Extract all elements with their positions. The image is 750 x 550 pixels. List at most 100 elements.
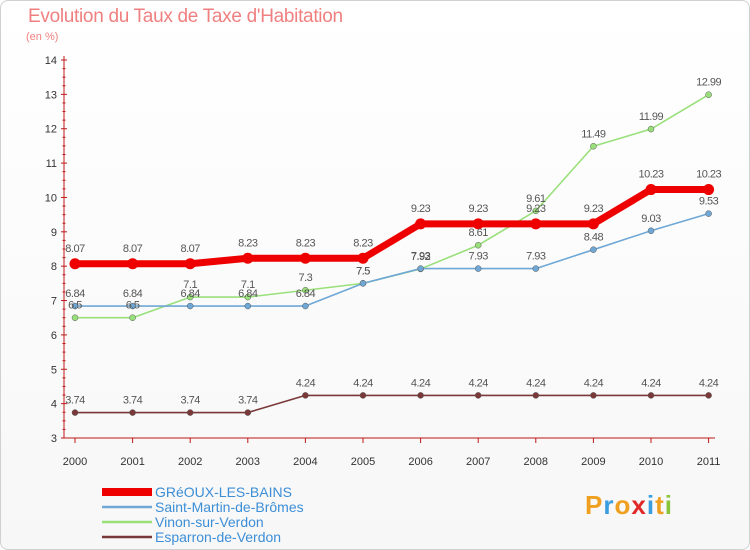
data-point-3 bbox=[71, 409, 79, 416]
data-point-2 bbox=[186, 293, 194, 301]
data-label-3: 3.74 bbox=[180, 395, 200, 407]
chart-unit-label: (en %) bbox=[26, 31, 59, 43]
data-label-1: 6.84 bbox=[123, 288, 143, 300]
data-label-0: 9.23 bbox=[526, 203, 546, 215]
legend-label-3: Esparron-de-Verdon bbox=[155, 529, 281, 545]
data-label-1: 6.84 bbox=[296, 288, 316, 300]
y-tick-label: 14 bbox=[45, 55, 57, 67]
x-tick-label: 2008 bbox=[524, 456, 548, 468]
legend-label-2: Vinon-sur-Verdon bbox=[155, 514, 264, 530]
data-label-3: 3.74 bbox=[123, 395, 143, 407]
series-line-3 bbox=[74, 394, 710, 414]
x-tick-label: 2003 bbox=[236, 456, 260, 468]
data-label-0: 8.23 bbox=[238, 237, 258, 249]
data-label-2: 11.99 bbox=[639, 111, 664, 123]
data-label-0: 8.23 bbox=[296, 237, 316, 249]
data-point-2 bbox=[705, 91, 712, 98]
x-tick-label: 2011 bbox=[697, 456, 721, 468]
data-label-0: 10.23 bbox=[696, 169, 721, 181]
y-tick-label: 3 bbox=[51, 433, 57, 445]
data-point-1 bbox=[129, 302, 136, 310]
data-point-2 bbox=[71, 314, 79, 321]
data-label-0: 9.23 bbox=[584, 203, 604, 215]
data-label-2: 6.5 bbox=[68, 300, 82, 312]
series-line-0 bbox=[71, 186, 713, 268]
y-tick-label: 11 bbox=[46, 158, 57, 170]
data-label-0: 8.07 bbox=[123, 243, 143, 255]
data-label-3: 3.74 bbox=[238, 395, 258, 407]
data-point-3 bbox=[532, 392, 540, 399]
data-point-0 bbox=[703, 184, 715, 196]
y-tick-label: 10 bbox=[45, 192, 57, 204]
data-label-1: 7.5 bbox=[356, 265, 370, 277]
data-point-1 bbox=[71, 302, 79, 310]
data-point-2 bbox=[647, 125, 655, 133]
x-tick-label: 2004 bbox=[293, 456, 317, 468]
x-tick-label: 2007 bbox=[466, 456, 490, 468]
data-label-3: 4.24 bbox=[353, 377, 373, 389]
data-label-2: 8.61 bbox=[468, 227, 488, 239]
data-label-0: 8.07 bbox=[65, 243, 85, 255]
data-label-2: 6.5 bbox=[126, 300, 140, 312]
data-point-1 bbox=[705, 210, 712, 217]
data-point-3 bbox=[244, 409, 252, 416]
y-tick-label: 8 bbox=[51, 261, 57, 273]
data-label-1: 7.93 bbox=[468, 251, 488, 263]
data-label-3: 4.24 bbox=[411, 377, 431, 389]
data-point-3 bbox=[474, 392, 482, 399]
series-line-2 bbox=[74, 93, 710, 319]
chart-title: Evolution du Taux de Taxe d'Habitation bbox=[28, 6, 343, 27]
data-point-2 bbox=[302, 286, 309, 294]
data-point-0 bbox=[69, 258, 81, 270]
data-point-1 bbox=[647, 227, 655, 235]
data-point-0 bbox=[415, 218, 427, 230]
data-point-2 bbox=[590, 143, 597, 150]
data-point-1 bbox=[474, 265, 482, 272]
data-label-0: 8.23 bbox=[353, 237, 373, 249]
data-point-1 bbox=[417, 265, 424, 272]
data-point-1 bbox=[244, 302, 252, 310]
y-tick-label: 12 bbox=[45, 124, 57, 136]
legend-label-0: GRéOUX-LES-BAINS bbox=[155, 484, 292, 500]
data-label-2: 12.99 bbox=[696, 77, 721, 89]
y-tick-label: 6 bbox=[51, 330, 57, 342]
y-tick-label: 13 bbox=[45, 89, 57, 101]
x-tick-label: 2001 bbox=[120, 456, 144, 468]
data-point-0 bbox=[587, 218, 599, 230]
data-label-1: 6.84 bbox=[65, 288, 85, 300]
data-point-0 bbox=[242, 252, 254, 264]
data-label-3: 4.24 bbox=[584, 377, 604, 389]
x-tick-label: 2002 bbox=[178, 456, 202, 468]
data-point-0 bbox=[645, 184, 657, 196]
data-label-1: 6.84 bbox=[180, 288, 200, 300]
data-label-1: 6.84 bbox=[238, 288, 258, 300]
data-point-0 bbox=[299, 252, 311, 264]
data-point-3 bbox=[647, 392, 655, 399]
data-point-3 bbox=[359, 392, 367, 399]
data-point-2 bbox=[244, 293, 252, 301]
x-tick-label: 2010 bbox=[639, 456, 663, 468]
data-label-3: 3.74 bbox=[65, 395, 85, 407]
y-tick-label: 4 bbox=[51, 399, 57, 411]
data-point-2 bbox=[129, 314, 136, 321]
data-label-0: 9.23 bbox=[468, 203, 488, 215]
data-label-1: 7.93 bbox=[526, 251, 546, 263]
series-line-1 bbox=[74, 212, 710, 307]
data-point-2 bbox=[532, 207, 540, 215]
data-label-3: 4.24 bbox=[296, 377, 316, 389]
data-point-1 bbox=[186, 302, 194, 310]
data-point-2 bbox=[474, 241, 482, 249]
x-tick-label: 2006 bbox=[408, 456, 432, 468]
legend-label-1: Saint-Martin-de-Brômes bbox=[155, 499, 304, 515]
data-label-2: 11.49 bbox=[581, 128, 606, 140]
data-label-2: 9.61 bbox=[526, 193, 546, 205]
data-label-2: 7.1 bbox=[183, 279, 197, 291]
data-point-3 bbox=[302, 392, 309, 399]
data-point-3 bbox=[186, 409, 194, 416]
data-point-1 bbox=[590, 246, 597, 253]
data-label-1: 7.93 bbox=[411, 251, 431, 263]
data-label-0: 8.07 bbox=[180, 243, 200, 255]
data-point-1 bbox=[302, 302, 309, 310]
